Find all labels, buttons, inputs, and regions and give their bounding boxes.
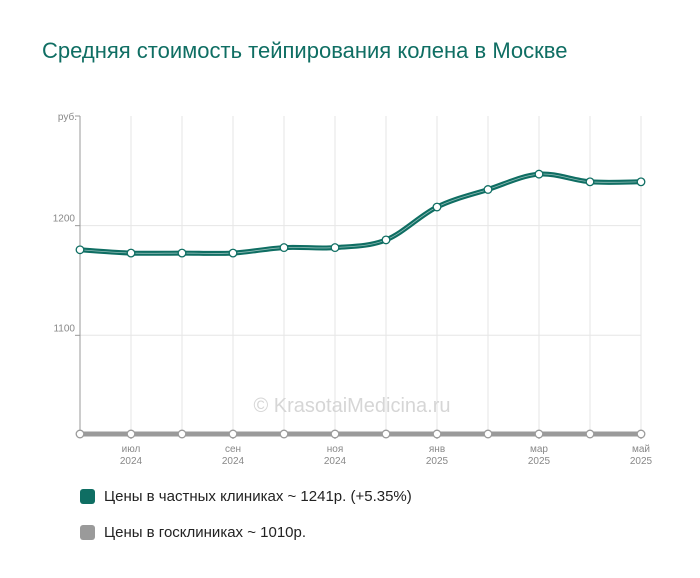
chart-title: Средняя стоимость тейпирования колена в …: [42, 38, 568, 63]
data-point: [432, 202, 442, 212]
data-point: [126, 248, 136, 258]
x-tick-label-year: 2025: [528, 456, 551, 467]
x-tick-label-year: 2025: [630, 456, 653, 467]
x-tick-label-year: 2024: [120, 456, 143, 467]
x-tick-label-year: 2025: [426, 456, 449, 467]
legend-label-public: Цены в госклиниках ~ 1010р.: [104, 523, 307, 541]
y-tick-label: 1200: [53, 214, 76, 225]
x-tick-label-month: июл: [122, 444, 141, 455]
data-point: [381, 429, 391, 439]
x-tick-label-year: 2024: [222, 456, 245, 467]
data-point: [228, 429, 238, 439]
data-point: [177, 248, 187, 258]
x-tick-label-month: янв: [429, 444, 445, 455]
x-tick-label-year: 2024: [324, 456, 347, 467]
legend: Цены в частных клиниках ~ 1241р. (+5.35%…: [80, 485, 412, 557]
data-point: [126, 429, 136, 439]
series-line-highlight: [79, 173, 642, 254]
data-point: [585, 177, 595, 187]
legend-swatch-private: [80, 488, 95, 504]
data-point: [330, 429, 340, 439]
data-point: [534, 169, 544, 179]
data-point: [228, 248, 238, 258]
legend-swatch-public: [80, 524, 95, 540]
legend-item-private[interactable]: Цены в частных клиниках ~ 1241р. (+5.35%…: [80, 485, 412, 507]
data-point: [381, 235, 391, 245]
x-tick-label-month: ноя: [327, 444, 344, 455]
data-point: [279, 243, 289, 253]
x-tick-label-month: мар: [530, 444, 548, 455]
data-point: [177, 429, 187, 439]
x-tick-label-month: сен: [225, 444, 241, 455]
data-point: [330, 243, 340, 253]
data-point: [636, 177, 646, 187]
data-point: [483, 185, 493, 194]
data-point: [279, 429, 289, 439]
data-point: [483, 429, 493, 439]
legend-label-private: Цены в частных клиниках ~ 1241р. (+5.35%…: [104, 487, 412, 505]
data-point: [432, 429, 442, 439]
watermark: © KrasotaiMedicina.ru: [253, 395, 450, 417]
data-point: [75, 245, 85, 255]
y-tick-label: 1100: [53, 323, 75, 334]
data-point: [636, 429, 646, 439]
data-point: [534, 429, 544, 439]
series-line-0: [77, 171, 644, 256]
data-point: [75, 429, 85, 439]
legend-item-public[interactable]: Цены в госклиниках ~ 1010р.: [80, 521, 412, 543]
x-tick-label-month: май: [632, 444, 650, 455]
data-point: [585, 429, 595, 439]
y-axis-unit-label: руб.: [58, 111, 77, 123]
